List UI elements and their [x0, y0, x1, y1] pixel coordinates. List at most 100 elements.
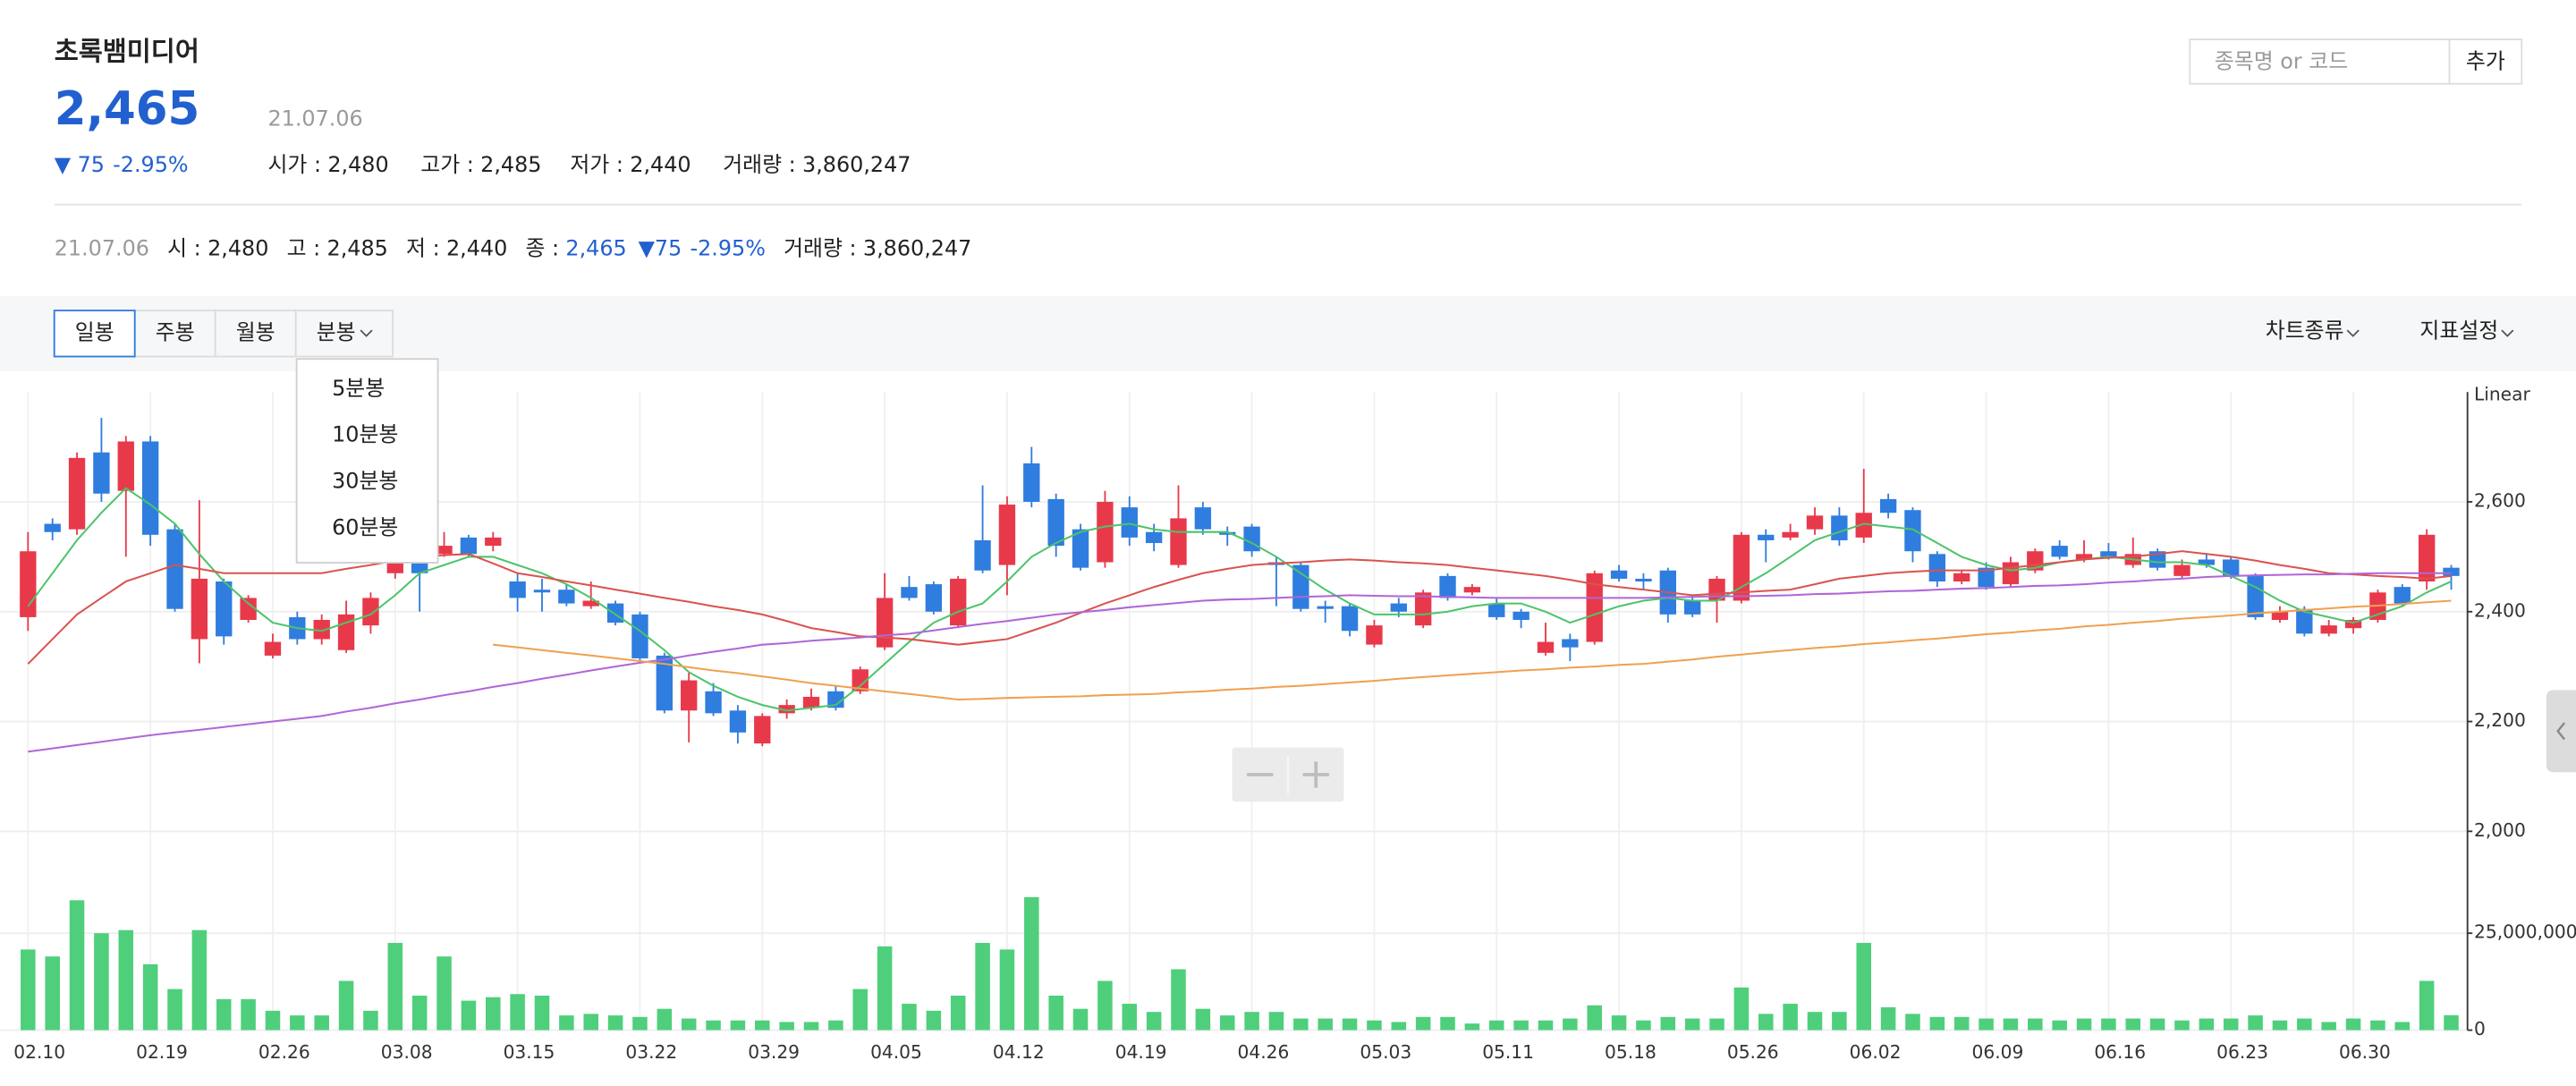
candle-body	[1072, 529, 1089, 568]
volume-bar	[926, 1010, 942, 1031]
candle-body	[1586, 573, 1603, 642]
dropdown-item[interactable]: 30분봉	[332, 469, 398, 494]
volume-bar	[338, 980, 354, 1031]
candle-body	[558, 590, 575, 604]
stat-value: 2,480	[327, 152, 388, 177]
candle-body	[240, 598, 257, 620]
chevron	[360, 329, 373, 337]
toolbar-menu[interactable]: 지표설정	[2419, 318, 2498, 343]
side-panel-toggle[interactable]	[2546, 690, 2576, 773]
period-tab-label[interactable]: 분봉	[317, 319, 356, 344]
candle-body	[362, 598, 379, 626]
volume-bar	[241, 998, 256, 1031]
candle-body	[606, 603, 624, 624]
search-input[interactable]	[2189, 38, 2451, 85]
x-tick-label: 02.26	[258, 1041, 310, 1063]
candle-body	[1782, 531, 1799, 538]
volume-bar	[1244, 1012, 1259, 1031]
candle-body	[1170, 518, 1187, 565]
candle-body	[1097, 501, 1114, 563]
summary-date: 21.07.06	[55, 236, 149, 261]
candle-body	[1366, 625, 1383, 645]
volume-bar	[1219, 1015, 1235, 1031]
summary-row: 21.07.06 시 : 2,480 고 :2,485 저 :2,440 종 :2,465…	[55, 236, 972, 261]
stat-label: 저가 :	[570, 152, 623, 177]
candle-body	[216, 581, 233, 637]
period-tab-label[interactable]: 일봉	[75, 319, 114, 344]
search-placeholder: 종목명 or 코드	[2215, 48, 2348, 73]
x-tick-label: 03.08	[381, 1041, 433, 1063]
volume-bar	[607, 1015, 623, 1031]
side-tab[interactable]	[2546, 690, 2576, 773]
volume-bar	[2297, 1018, 2312, 1031]
toolbar-menu[interactable]: 차트종류	[2266, 318, 2344, 343]
candle-body	[852, 669, 869, 691]
volume-bar	[828, 1020, 843, 1031]
volume-bar	[1024, 896, 1039, 1031]
period-tab-label[interactable]: 월봉	[236, 319, 275, 344]
volume-bar	[1072, 1008, 1089, 1031]
stat-value: 3,860,247	[802, 152, 911, 177]
period-tab-label[interactable]: 주봉	[156, 319, 195, 344]
volume-bar	[1293, 1018, 1309, 1031]
add-button-label[interactable]: 추가	[2466, 48, 2505, 73]
volume-bar	[1587, 1005, 1602, 1031]
y-tick-label: 2,200	[2474, 709, 2526, 731]
candle-body	[411, 562, 428, 573]
volume-bar	[2076, 1018, 2092, 1031]
volume-bar	[2345, 1018, 2361, 1031]
summary-change-rate: -2.95%	[690, 236, 765, 261]
candle-body	[2223, 559, 2240, 576]
candle-body	[681, 680, 698, 711]
candle-body	[264, 641, 282, 656]
volume-bar	[1342, 1018, 1358, 1031]
volume-bar	[2101, 1018, 2116, 1031]
volume-bar	[2272, 1020, 2288, 1031]
summary-label: 고 :	[287, 236, 321, 261]
period-tab[interactable]	[294, 310, 394, 358]
volume-bar	[1758, 1014, 1774, 1031]
summary-value: 2,440	[446, 236, 507, 261]
volume-bar	[510, 994, 525, 1031]
candle-body	[1145, 531, 1163, 544]
search-box: 종목명 or 코드 추가	[2189, 38, 2523, 85]
volume-bar	[1415, 1016, 1431, 1031]
candle-body	[1537, 641, 1555, 653]
candle-body	[436, 546, 453, 555]
period-tab[interactable]	[53, 310, 136, 358]
volume-bar	[1538, 1020, 1554, 1031]
volume-bar	[2394, 1022, 2411, 1031]
volume-bar	[999, 949, 1015, 1031]
volume-bar	[2321, 1022, 2336, 1031]
volume-bar	[94, 933, 109, 1031]
volume-bar	[1318, 1018, 1333, 1031]
candle-body	[1635, 578, 1652, 582]
volume-bar	[632, 1016, 648, 1031]
quote-date: 21.07.06	[267, 106, 362, 132]
stat-value: 2,440	[630, 152, 691, 177]
volume-bar	[387, 943, 403, 1031]
x-tick-label: 03.22	[625, 1041, 677, 1063]
volume-bar	[1048, 995, 1063, 1031]
x-tick-label: 02.10	[13, 1041, 65, 1063]
summary-label: 거래량 :	[784, 236, 856, 261]
x-tick-label: 03.15	[504, 1041, 555, 1063]
period-dropdown: 5분봉 10분봉 30분봉 60분봉	[295, 358, 439, 564]
volume-bar	[142, 963, 158, 1031]
volume-bar	[1268, 1012, 1284, 1031]
add-button[interactable]	[2448, 38, 2523, 85]
volume-bar	[706, 1020, 721, 1031]
dropdown-item[interactable]: 5분봉	[332, 376, 385, 401]
candle-body	[141, 441, 159, 535]
dropdown-item[interactable]: 60분봉	[332, 515, 398, 540]
summary-value: 2,465	[565, 236, 626, 261]
period-tab[interactable]	[133, 310, 216, 358]
candle-body	[778, 705, 795, 714]
dropdown-item[interactable]: 10분봉	[332, 422, 398, 447]
volume-bar	[1660, 1016, 1676, 1031]
moving-average-line	[27, 487, 2452, 712]
candle-body	[998, 505, 1016, 565]
x-tick-label: 04.26	[1238, 1041, 1290, 1063]
candle-body	[2100, 551, 2117, 557]
candle-body	[117, 441, 134, 491]
